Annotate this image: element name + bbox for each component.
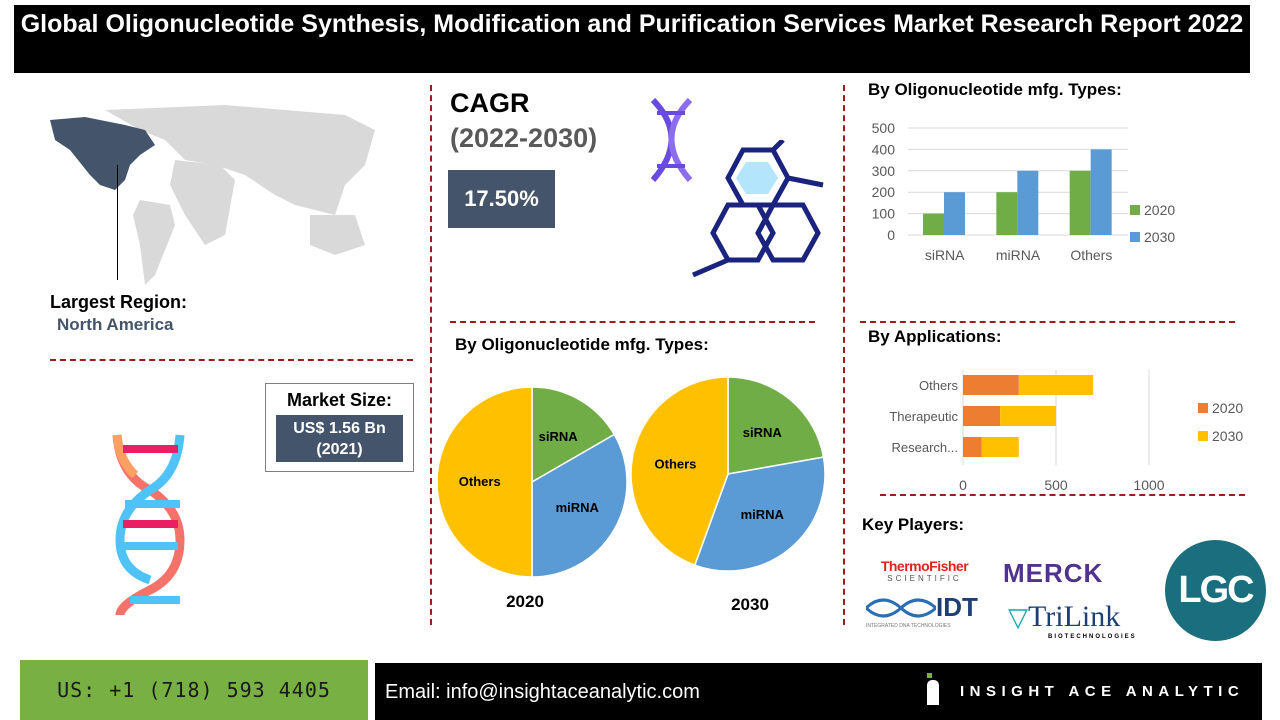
market-size-value: US$ 1.56 Bn <box>293 420 386 437</box>
types-pie-title: By Oligonucleotide mfg. Types: <box>455 335 709 354</box>
types-bar-title: By Oligonucleotide mfg. Types: <box>868 80 1122 99</box>
divider <box>50 359 413 361</box>
x-tick-label: siRNA <box>925 247 965 263</box>
bar-2020 <box>963 437 982 457</box>
map-pointer-line <box>117 165 118 280</box>
legend-swatch <box>1198 431 1208 441</box>
pie-slice-sirna <box>727 376 825 475</box>
legend-label: 2030 <box>1212 428 1243 444</box>
applications-title: By Applications: <box>868 327 1002 346</box>
merck-logo: MERCK <box>1003 558 1104 588</box>
legend-swatch <box>1130 232 1140 242</box>
cagr-value: 17.50% <box>448 170 555 228</box>
y-tick-label: 400 <box>872 141 896 157</box>
brand-logo-icon <box>927 673 941 706</box>
key-players-title: Key Players: <box>862 515 965 534</box>
y-tick-label: Research... <box>892 440 958 455</box>
phone-contact: US: +1 (718) 593 4405 <box>20 660 368 720</box>
legend-label: 2020 <box>1212 400 1243 416</box>
market-size-label: Market Size: <box>286 390 393 410</box>
x-tick-label: 1000 <box>1133 477 1164 493</box>
dna-helix-icon <box>112 434 185 616</box>
y-tick-label: 100 <box>872 206 896 222</box>
x-tick-label: 0 <box>959 477 967 493</box>
pie-year-label: 2030 <box>731 595 769 614</box>
pie-label: Others <box>459 474 501 489</box>
thermofisher-logo: ThermoFisher SCIENTIFIC <box>880 558 969 583</box>
pie-label: miRNA <box>556 500 600 515</box>
pie-slice-mirna <box>693 456 826 572</box>
legend-label: 2030 <box>1144 229 1175 245</box>
bar-2020 <box>923 213 944 235</box>
cagr-label: CAGR <box>450 88 530 118</box>
x-tick-label: 500 <box>1044 477 1068 493</box>
footer-bar: Email: info@insightaceanalytic.com INSIG… <box>375 663 1262 720</box>
applications-bar-chart: 0 500 1000 Others Therapeutic Research... 2020… <box>889 370 1243 493</box>
market-size-card: Market Size: US$ 1.56 Bn (2021) <box>265 383 414 472</box>
pie-label: siRNA <box>539 429 579 444</box>
brand-name: INSIGHT ACE ANALYTIC <box>960 683 1245 700</box>
divider <box>860 321 1235 323</box>
legend-label: 2020 <box>1144 202 1175 218</box>
pie-label: siRNA <box>743 425 783 440</box>
x-tick-label: Others <box>1070 247 1112 263</box>
legend-swatch <box>1198 403 1208 413</box>
email-contact: Email: info@insightaceanalytic.com <box>385 681 700 703</box>
y-tick-label: 300 <box>872 163 896 179</box>
bar-2030 <box>944 192 965 235</box>
market-size-value-box: US$ 1.56 Bn (2021) <box>276 415 403 462</box>
pie-slice-sirna <box>531 386 616 484</box>
largest-region-value: North America <box>57 315 174 334</box>
lgc-logo: LGC <box>1165 540 1266 641</box>
divider <box>450 321 815 323</box>
bar-2030 <box>1018 375 1094 395</box>
bar-2020 <box>1069 170 1091 235</box>
types-pie-charts: siRNA miRNA Others 2020 siRNA miRNA Others 2030 <box>436 376 826 614</box>
pie-year-label: 2020 <box>506 592 544 611</box>
bar-2030 <box>981 437 1019 457</box>
pie-slice-others <box>436 386 533 578</box>
pie-label: Others <box>655 457 697 472</box>
largest-region-label: Largest Region: <box>50 292 188 312</box>
bar-2030 <box>1000 406 1056 426</box>
report-title: Global Oligonucleotide Synthesis, Modifi… <box>14 5 1250 73</box>
world-map-icon <box>50 105 375 285</box>
pie-label: miRNA <box>741 507 785 522</box>
y-tick-label: Therapeutic <box>889 409 958 424</box>
y-tick-label: 200 <box>872 184 896 200</box>
bar-2030 <box>1017 170 1039 235</box>
pie-slice-mirna <box>531 433 628 578</box>
bar-2030 <box>1090 149 1112 235</box>
idt-logo: IDT INTEGRATED DNA TECHNOLOGIES <box>864 592 978 629</box>
divider <box>843 85 845 625</box>
bar-2020 <box>996 192 1018 235</box>
cagr-period: (2022-2030) <box>450 123 598 153</box>
divider <box>880 494 1245 496</box>
market-size-year: (2021) <box>316 441 363 458</box>
dna-icon <box>650 98 693 182</box>
x-tick-label: miRNA <box>996 247 1041 263</box>
y-tick-label: Others <box>919 378 959 393</box>
bar-2020 <box>963 406 1001 426</box>
molecule-icon <box>692 140 824 278</box>
legend-swatch <box>1130 205 1140 215</box>
divider <box>430 85 432 625</box>
pie-slice-others <box>630 376 729 567</box>
trilink-logo: ▽TriLink BIOTECHNOLOGIES <box>1008 600 1137 640</box>
y-tick-label: 500 <box>872 120 896 136</box>
bar-2020 <box>963 375 1019 395</box>
types-bar-chart: 0 100 200 300 400 500 siRNA miRNA Others 2020 2030 <box>872 120 1176 263</box>
y-tick-label: 0 <box>887 227 895 243</box>
